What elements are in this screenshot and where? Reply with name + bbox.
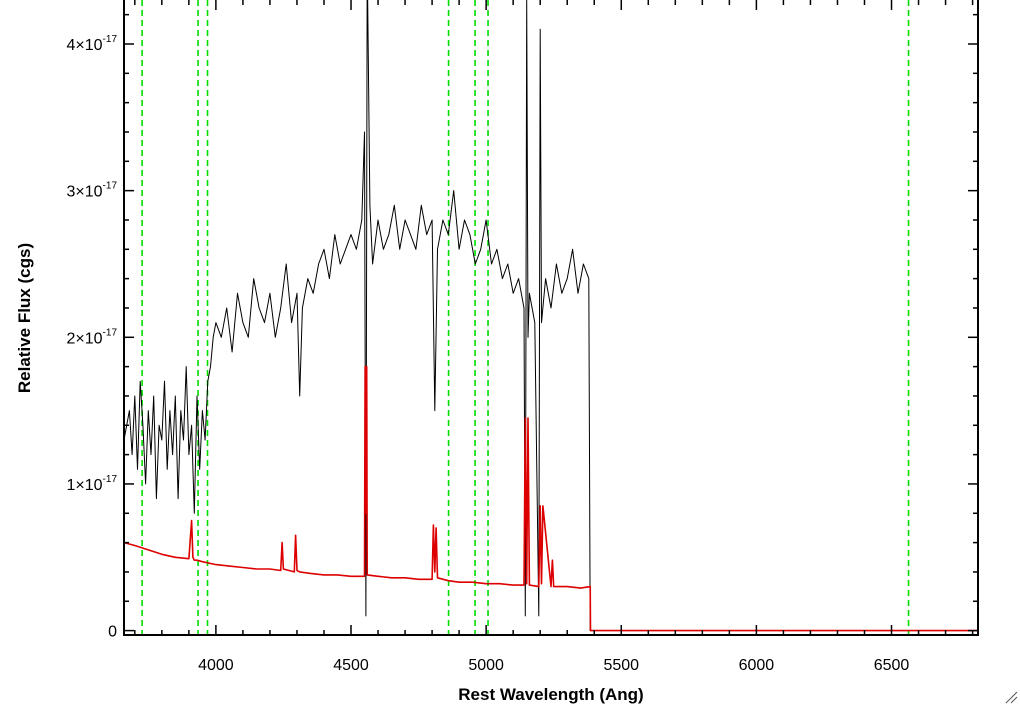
y-tick-labels: 0 1×10-17 2×10-17 3×10-17 4×10-17 <box>67 34 118 641</box>
x-tick-label-6500: 6500 <box>874 657 910 674</box>
y-tick-label-3: 3×10-17 <box>67 181 118 201</box>
axes-frame <box>123 0 979 636</box>
x-tick-label-5500: 5500 <box>603 657 639 674</box>
x-tick-label-6000: 6000 <box>739 657 775 674</box>
y-tick-label-0: 0 <box>108 624 117 641</box>
x-axis-title: Rest Wavelength (Ang) <box>458 685 643 704</box>
x-tick-label-5000: 5000 <box>468 657 504 674</box>
y-tick-label-2: 2×10-17 <box>67 327 118 347</box>
x-tick-labels: 4000 4500 5000 5500 6000 6500 <box>198 657 909 674</box>
series-line-0 <box>124 0 591 631</box>
reference-lines <box>141 0 910 635</box>
resize-grip-icon[interactable] <box>1004 690 1018 704</box>
plot-frame <box>123 0 979 636</box>
series-line-1 <box>124 365 978 632</box>
series-layer <box>124 0 978 632</box>
y-tick-label-1: 1×10-17 <box>67 474 118 494</box>
x-tick-label-4000: 4000 <box>198 657 234 674</box>
y-tick-label-4: 4×10-17 <box>67 34 118 54</box>
y-axis-title: Relative Flux (cgs) <box>15 243 34 393</box>
x-tick-label-4500: 4500 <box>333 657 369 674</box>
